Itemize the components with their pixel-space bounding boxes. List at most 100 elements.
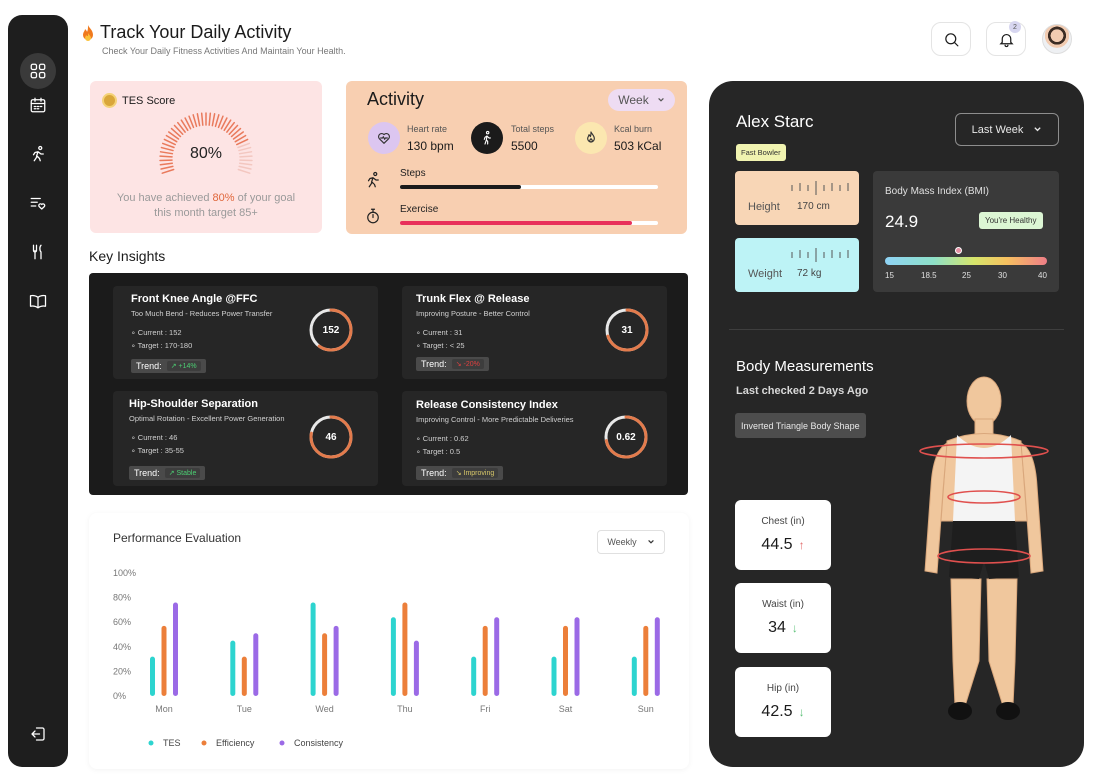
gauge-tick <box>228 124 239 135</box>
key-insights-title: Key Insights <box>89 248 166 264</box>
gauge-tick <box>180 119 189 132</box>
gauge-tick <box>163 138 176 146</box>
weight-card: Weight 72 kg <box>735 238 859 292</box>
chevron-down-icon <box>1034 127 1042 132</box>
insight-card[interactable]: Front Knee Angle @FFC Too Much Bend - Re… <box>113 286 378 379</box>
height-value: 170 cm <box>797 201 830 212</box>
bar-consistency <box>494 617 500 696</box>
sidebar-item-nutrition[interactable] <box>20 234 56 270</box>
sidebar-item-health[interactable] <box>20 185 56 221</box>
bmi-tick: 25 <box>962 271 971 280</box>
notifications-button[interactable]: 2 <box>986 21 1026 56</box>
x-tick-label: Wed <box>315 704 333 714</box>
gauge-tick <box>237 168 251 174</box>
y-tick-label: 20% <box>113 666 131 676</box>
search-button[interactable] <box>931 22 971 56</box>
gauge-tick <box>184 117 192 130</box>
measurement-label: Chest (in) <box>761 516 805 527</box>
bar-tes <box>150 656 155 696</box>
insight-card[interactable]: Trunk Flex @ Release Improving Posture -… <box>402 286 667 379</box>
bmi-card: Body Mass Index (BMI) 24.9 You're Health… <box>873 171 1059 292</box>
gauge-tick <box>173 124 184 135</box>
measurement-value: 34 ↓ <box>768 619 798 636</box>
sidebar-item-calendar[interactable] <box>20 87 56 123</box>
steps-progress-bar <box>400 185 658 189</box>
performance-chart: 0% 20% 40% 60% 80% 100% Mon Tue Wed Thu Fri Sat Sun T… <box>113 568 660 748</box>
insight-card[interactable]: Release Consistency Index Improving Cont… <box>402 391 667 486</box>
insight-card[interactable]: Hip-Shoulder Separation Optimal Rotation… <box>113 391 378 486</box>
flame-outline-icon <box>575 122 607 154</box>
performance-title: Performance Evaluation <box>113 531 242 545</box>
legend-marker <box>279 740 285 746</box>
key-insights-panel: Front Knee Angle @FFC Too Much Bend - Re… <box>89 273 688 495</box>
bmi-marker <box>955 247 962 254</box>
activity-period-select[interactable]: Week <box>608 89 675 111</box>
performance-period-select[interactable]: Weekly <box>597 530 665 554</box>
x-tick-label: Fri <box>480 704 491 714</box>
exercise-label: Exercise <box>400 204 439 215</box>
tes-value: 80% <box>189 145 223 162</box>
gauge-tick <box>214 114 220 128</box>
weight-value: 72 kg <box>797 268 822 279</box>
medal-icon <box>102 93 117 108</box>
gauge-tick <box>170 127 182 138</box>
insight-value: 46 <box>325 431 337 443</box>
page-title-text: Track Your Daily Activity <box>100 22 292 42</box>
ring-progress <box>604 415 648 459</box>
calendar-icon <box>30 97 46 113</box>
gauge-tick <box>165 134 178 143</box>
gauge-tick <box>234 134 247 143</box>
profile-name: Alex Starc <box>736 112 814 131</box>
profile-period-select[interactable]: Last Week <box>955 113 1059 146</box>
ring-progress <box>309 308 353 352</box>
steps-label: Steps <box>400 168 426 179</box>
insight-ring: 152 <box>307 306 355 354</box>
x-tick-label: Thu <box>397 704 413 714</box>
body-measurements-title: Body Measurements <box>736 358 874 375</box>
bar-efficiency <box>563 625 568 696</box>
gauge-tick <box>160 165 174 170</box>
list-heart-icon <box>30 197 46 210</box>
x-tick-label: Sat <box>559 704 573 714</box>
insight-current: ∘ Current : 152 <box>131 328 182 337</box>
gauge-tick <box>238 165 252 170</box>
bar-tes <box>471 656 477 696</box>
book-icon <box>29 294 47 309</box>
bar-efficiency <box>402 602 408 696</box>
sidebar <box>8 15 68 767</box>
arrow-up-icon: ↑ <box>798 538 805 552</box>
bmi-tick: 18.5 <box>921 271 937 280</box>
running-icon <box>364 171 382 189</box>
sidebar-item-activity[interactable] <box>20 136 56 172</box>
logout-icon <box>31 727 45 741</box>
insight-target: ∘ Target : 35-55 <box>131 446 184 455</box>
legend-label: Consistency <box>294 738 344 748</box>
chest-measurement-card: Chest (in) 44.5 ↑ <box>735 500 831 570</box>
bmi-tick: 40 <box>1038 271 1047 280</box>
insight-trend: Trend: ↘ -20% <box>416 357 489 371</box>
y-tick-label: 60% <box>113 617 131 627</box>
logout-button[interactable] <box>20 716 56 752</box>
steps-progress-fill <box>400 185 522 189</box>
grid-icon <box>30 63 46 79</box>
insight-current: ∘ Current : 31 <box>416 328 463 337</box>
bmi-label: Body Mass Index (BMI) <box>885 186 989 197</box>
fork-knife-icon <box>32 244 42 260</box>
avatar[interactable] <box>1042 24 1072 54</box>
bar-consistency <box>654 617 660 696</box>
height-card: Height 170 cm <box>735 171 859 225</box>
gauge-tick <box>223 119 232 132</box>
body-figure-illustration <box>919 376 1049 720</box>
insight-subtitle: Optimal Rotation - Excellent Power Gener… <box>129 414 285 423</box>
gauge-tick <box>220 117 228 130</box>
gauge-tick <box>238 162 253 166</box>
insight-title: Hip-Shoulder Separation <box>129 398 258 410</box>
activity-title: Activity <box>367 89 425 109</box>
bell-icon <box>998 33 1014 47</box>
walking-icon <box>471 122 503 154</box>
sidebar-item-library[interactable] <box>20 283 56 319</box>
bar-tes <box>631 656 637 696</box>
sidebar-item-dashboard[interactable] <box>20 53 56 89</box>
gauge-tick <box>160 146 174 152</box>
total-steps-value: 5500 <box>511 139 538 153</box>
